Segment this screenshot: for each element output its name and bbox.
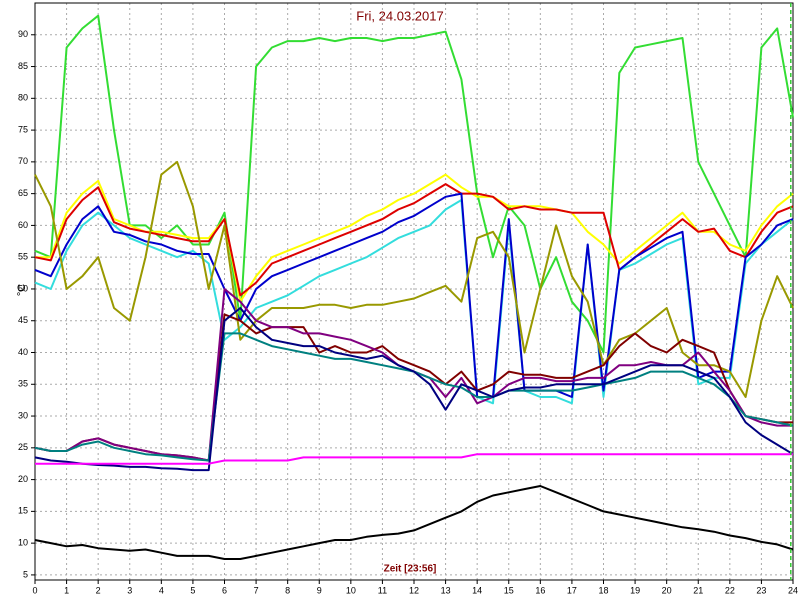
series-line: [34, 307, 794, 472]
x-tick-label: 10: [346, 585, 356, 595]
x-tick-label: 17: [567, 585, 577, 595]
y-tick-label: 35: [18, 379, 28, 389]
y-tick-label: 50: [18, 283, 28, 293]
x-tick-label: 2: [96, 585, 101, 595]
plot-frame: [34, 2, 794, 581]
y-tick-label: 45: [18, 315, 28, 325]
series-line: [34, 14, 794, 354]
x-tick-label: 15: [504, 585, 514, 595]
x-tick-label: 12: [409, 585, 419, 595]
chart-title: Fri, 24.03.2017: [356, 8, 443, 23]
x-tick-label: 22: [725, 585, 735, 595]
x-tick-label: 21: [693, 585, 703, 595]
series-line: [34, 199, 794, 405]
y-tick-label: 80: [18, 93, 28, 103]
series-line: [35, 173, 794, 303]
x-tick-label: 13: [441, 585, 451, 595]
x-tick-label: 3: [127, 585, 132, 595]
x-tick-label: 7: [254, 585, 259, 595]
y-tick-label: 70: [18, 156, 28, 166]
y-tick-label: 60: [18, 220, 28, 230]
y-axis-label: °C: [16, 284, 28, 296]
x-tick-label: 8: [285, 585, 290, 595]
series-line: [34, 183, 794, 297]
series-line: [34, 160, 794, 398]
x-axis-label: Zeit [23:56]: [384, 564, 437, 575]
y-tick-label: 15: [18, 506, 28, 516]
y-tick-label: 75: [18, 124, 28, 134]
x-tick-label: 5: [190, 585, 195, 595]
x-tick-label: 4: [159, 585, 164, 595]
y-tick-label: 25: [18, 442, 28, 452]
y-tick-label: 90: [18, 29, 28, 39]
x-tick-label: 19: [630, 585, 640, 595]
x-tick-label: 18: [598, 585, 608, 595]
x-tick-label: 6: [222, 585, 227, 595]
x-tick-label: 1: [64, 585, 69, 595]
x-tick-label: 0: [32, 585, 37, 595]
x-tick-label: 14: [472, 585, 482, 595]
y-tick-label: 5: [23, 569, 28, 579]
y-tick-label: 55: [18, 252, 28, 262]
y-tick-label: 30: [18, 410, 28, 420]
y-tick-label: 40: [18, 347, 28, 357]
x-tick-label: 11: [378, 585, 387, 595]
x-tick-label: 24: [788, 585, 798, 595]
series-line: [34, 192, 794, 398]
series-line: [35, 453, 793, 465]
x-tick-label: 16: [535, 585, 545, 595]
y-tick-label: 85: [18, 61, 28, 71]
x-tick-label: 9: [317, 585, 322, 595]
y-tick-label: 20: [18, 474, 28, 484]
y-tick-label: 10: [18, 538, 28, 548]
series-line: [34, 485, 794, 560]
y-tick-label: 65: [18, 188, 28, 198]
x-tick-label: 20: [662, 585, 672, 595]
x-tick-label: 23: [756, 585, 766, 595]
